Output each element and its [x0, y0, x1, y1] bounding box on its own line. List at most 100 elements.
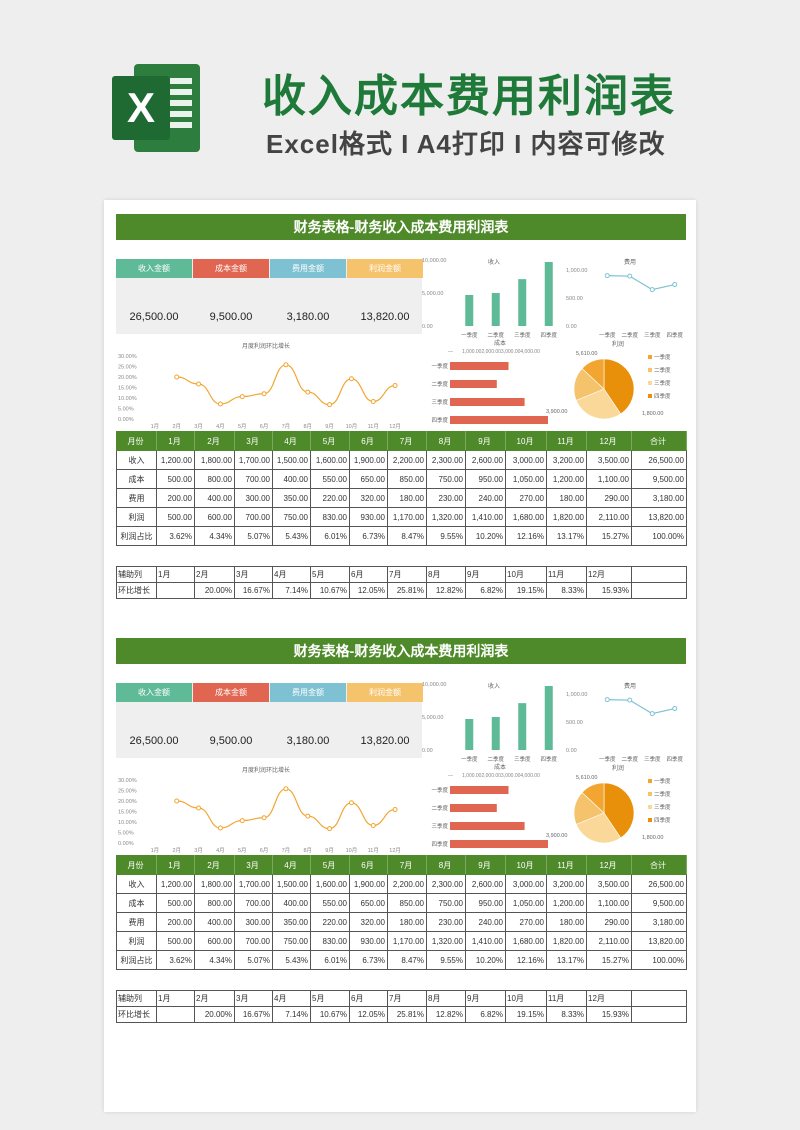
table-cell: 5.07%: [234, 526, 273, 546]
table-cell: 650.00: [349, 469, 388, 489]
aux-cell: 8月: [426, 990, 466, 1007]
kpi-label: 收入金额: [116, 683, 192, 702]
data-point: [370, 399, 376, 405]
aux-cell: 3月: [234, 990, 273, 1007]
legend-swatch: [648, 805, 652, 809]
data-point: [392, 807, 398, 813]
x-tick-label: 4月: [216, 847, 225, 853]
y-tick-label: 1,000.00: [566, 268, 587, 274]
legend-swatch: [648, 818, 652, 822]
bar: [450, 804, 497, 812]
chart-title: 费用: [624, 258, 636, 266]
aux-cell: 16.67%: [234, 582, 273, 599]
legend-swatch: [648, 355, 652, 359]
pie-data-label: 5,610.00: [576, 775, 597, 781]
aux-cell: 1月: [156, 990, 195, 1007]
bar: [465, 294, 474, 326]
table-cell: 5.43%: [272, 950, 311, 970]
table-cell: 500.00: [156, 469, 195, 489]
kpi-value: 13,820.00: [360, 311, 410, 323]
aux-cell: 3月: [234, 566, 273, 583]
aux-cell: 7.14%: [272, 582, 311, 599]
aux-cell: 12.05%: [349, 582, 388, 599]
monthly-finance-table: 月份 1月 2月 3月 4月 5月 6月 7月 8月 9月 10月 11月 12月 合计 收入 1,200.0…: [116, 855, 687, 970]
y-tick-label: 0.00: [422, 324, 433, 330]
kpi-label: 费用金额: [270, 259, 346, 278]
kpi-card-profit: 利润金额 13,820.00: [347, 259, 423, 334]
x-tick-label: 二季度: [621, 755, 638, 762]
bar: [518, 279, 527, 326]
table-cell: 1,320.00: [426, 931, 466, 951]
column-header: 8月: [426, 431, 466, 451]
x-tick-label: 三季度: [644, 755, 661, 762]
legend-label: 一季度: [654, 777, 671, 785]
pie-slice: [575, 812, 622, 844]
aux-cell: 辅助列: [116, 990, 157, 1007]
table-cell: 500.00: [156, 931, 195, 951]
aux-cell: 12月: [586, 990, 632, 1007]
column-header: 月份: [116, 855, 157, 875]
x-tick-label: 10月: [346, 847, 358, 853]
x-tick-label: 四季度: [540, 331, 557, 338]
kpi-label: 利润金额: [347, 683, 423, 702]
table-cell: 230.00: [426, 912, 466, 932]
y-tick-label: 20.00%: [118, 799, 137, 805]
aux-cell: 6月: [349, 990, 388, 1007]
aux-cell: 10月: [505, 990, 547, 1007]
aux-cell: 辅助列: [116, 566, 157, 583]
y-tick-label: 0.00: [422, 748, 433, 754]
y-tick-label: 5.00%: [118, 831, 134, 837]
x-tick-label: 7月: [282, 423, 291, 429]
pie-data-label: 3,900.00: [546, 409, 567, 415]
table-cell: 220.00: [310, 912, 350, 932]
x-tick-label: 1月: [151, 847, 160, 853]
table-cell: 1,200.00: [546, 469, 587, 489]
table-cell: 350.00: [272, 488, 311, 508]
table-cell: 220.00: [310, 488, 350, 508]
data-point: [370, 823, 376, 829]
kpi-value: 26,500.00: [129, 311, 179, 323]
aux-cell: 8.33%: [546, 582, 587, 599]
y-tick-label: 三季度: [431, 398, 448, 406]
data-point: [348, 800, 354, 806]
x-tick-label: 8月: [303, 847, 312, 853]
pie-slice: [603, 782, 635, 839]
income-bar-chart: 收入 10,000.00 5,000.00 0.00 一季度 二季度 三季度 四季度: [422, 680, 567, 763]
y-tick-label: 0.00: [566, 324, 577, 330]
chart-title: 收入: [488, 258, 500, 266]
excel-logo-icon: X: [104, 58, 204, 158]
profit-growth-line-chart: 月度利润环比增长 30.00% 25.00% 20.00% 15.00% 10.00% 5.…: [116, 339, 416, 430]
kpi-value: 26,500.00: [129, 735, 179, 747]
aux-cell: 7.14%: [272, 1006, 311, 1023]
table-cell: 3.62%: [156, 950, 195, 970]
x-tick-label: —: [448, 349, 453, 355]
kpi-label: 利润金额: [347, 259, 423, 278]
table-cell: 100.00%: [631, 950, 687, 970]
table-cell: 180.00: [387, 488, 427, 508]
bar: [465, 718, 474, 750]
row-label: 成本: [116, 469, 157, 489]
row-label: 利润占比: [116, 526, 157, 546]
row-label: 利润占比: [116, 950, 157, 970]
table-cell: 26,500.00: [631, 450, 687, 470]
chart-title: 收入: [488, 682, 500, 690]
table-cell: 6.01%: [310, 950, 350, 970]
column-header: 12月: [586, 431, 632, 451]
aux-cell: 20.00%: [194, 1006, 235, 1023]
table-cell: 1,100.00: [586, 469, 632, 489]
column-header: 3月: [234, 431, 273, 451]
table-cell: 240.00: [465, 488, 506, 508]
chart-title: 月度利润环比增长: [242, 342, 290, 350]
column-header: 9月: [465, 431, 506, 451]
kpi-value: 13,820.00: [360, 735, 410, 747]
aux-cell: 19.15%: [505, 1006, 547, 1023]
legend-swatch: [648, 779, 652, 783]
table-cell: 3,180.00: [631, 488, 687, 508]
bar: [450, 380, 497, 388]
table-cell: 180.00: [546, 488, 587, 508]
table-cell: 6.73%: [349, 950, 388, 970]
table-cell: 9,500.00: [631, 469, 687, 489]
x-tick-label: 三季度: [644, 331, 661, 338]
table-cell: 5.43%: [272, 526, 311, 546]
y-tick-label: 二季度: [431, 804, 448, 812]
